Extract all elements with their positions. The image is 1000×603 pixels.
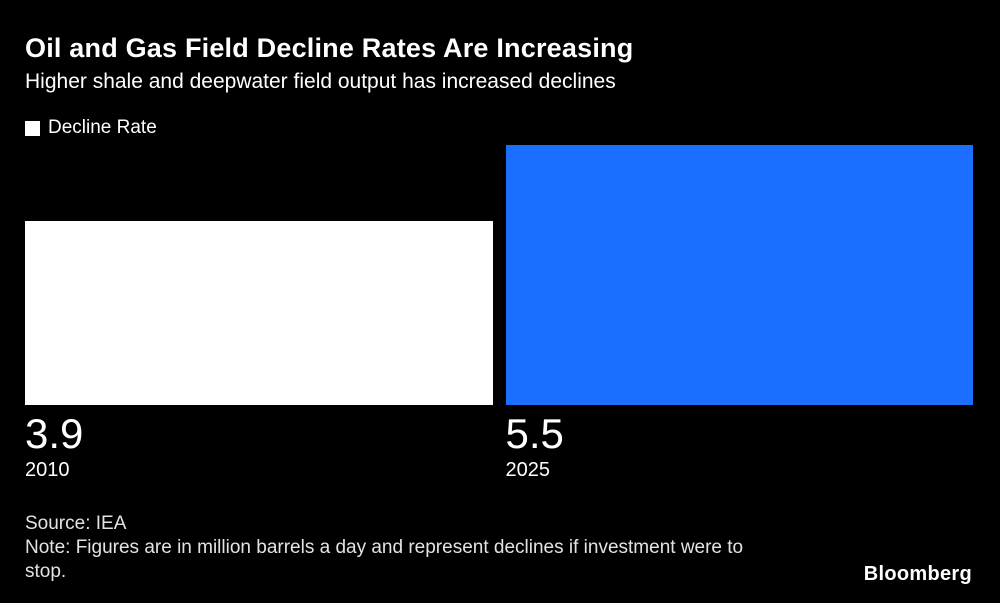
bar-column-2010: 3.9 2010 — [25, 145, 493, 481]
chart-subtitle: Higher shale and deepwater field output … — [25, 70, 616, 93]
footer-notes: Source: IEA Note: Figures are in million… — [25, 512, 745, 584]
legend-swatch-icon — [25, 120, 40, 136]
bar-labels-2025: 5.5 2025 — [506, 405, 564, 482]
bar-column-2025: 5.5 2025 — [505, 145, 973, 481]
value-label: 5.5 — [505, 410, 564, 457]
source-text: Source: IEA — [25, 513, 127, 534]
chart-title: Oil and Gas Field Decline Rates Are Incr… — [25, 33, 634, 63]
bar-2025 — [505, 145, 973, 405]
category-label: 2025 — [505, 459, 551, 482]
bloomberg-logo: Bloomberg — [863, 563, 972, 585]
bar-chart: 3.9 2010 5.5 2025 — [25, 145, 973, 481]
legend: Decline Rate — [25, 117, 157, 139]
note-text: Note: Figures are in million barrels a d… — [25, 537, 744, 582]
bar-2010 — [25, 220, 493, 405]
value-label: 3.9 — [25, 410, 84, 457]
bar-labels-2010: 3.9 2010 — [25, 405, 83, 482]
category-label: 2010 — [25, 459, 70, 482]
legend-label: Decline Rate — [48, 117, 157, 138]
